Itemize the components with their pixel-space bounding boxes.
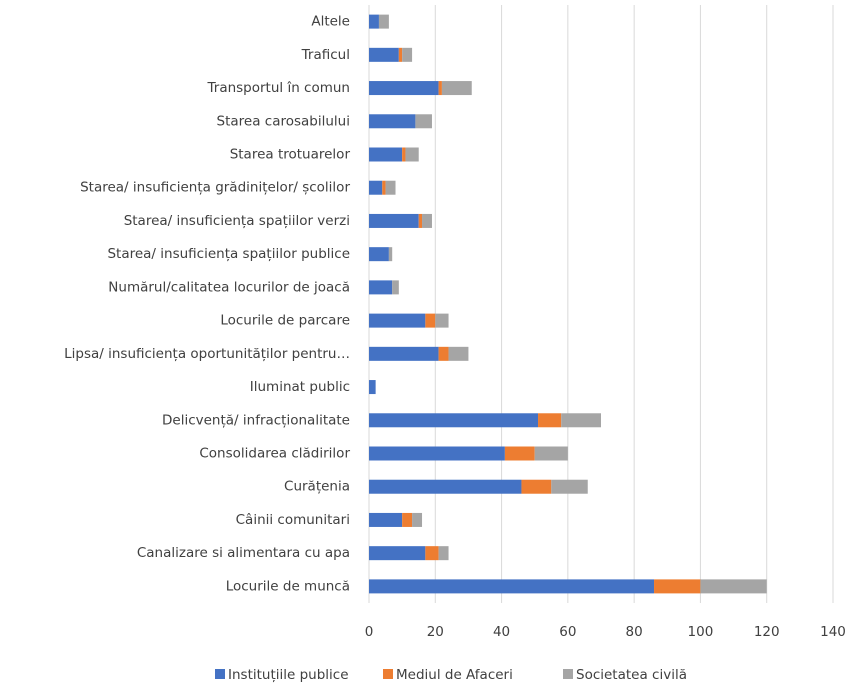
- legend-label: Mediul de Afaceri: [396, 667, 513, 683]
- bar-segment: [369, 512, 403, 527]
- y-tick-label: Starea/ insuficiența spațiilor verzi: [124, 213, 350, 229]
- y-tick-label: Locurile de parcare: [220, 313, 350, 329]
- x-tick-label: 80: [626, 624, 643, 640]
- bar-segment: [369, 114, 416, 129]
- bar-segment: [425, 313, 436, 328]
- bar-segment: [441, 81, 472, 96]
- y-tick-label: Starea/ insuficiența spațiilor publice: [107, 246, 350, 262]
- y-tick-label: Consolidarea clădirilor: [199, 446, 350, 462]
- legend-swatch: [383, 669, 393, 679]
- bar-segment: [369, 479, 522, 494]
- bar-segment: [369, 280, 393, 295]
- y-tick-label: Transportul în comun: [207, 80, 351, 96]
- bar-segment: [654, 579, 701, 594]
- legend-swatch: [215, 669, 225, 679]
- bar-segment: [422, 213, 432, 228]
- bar-segment: [402, 47, 413, 62]
- y-tick-label: Câinii comunitari: [236, 512, 350, 528]
- legend-swatch: [563, 669, 573, 679]
- bar-segment: [369, 446, 505, 461]
- y-tick-label: Curățenia: [284, 479, 350, 495]
- bar-segment: [700, 579, 767, 594]
- x-tick-label: 100: [688, 624, 714, 640]
- bar-segment: [415, 114, 432, 129]
- bar-segment: [369, 14, 379, 29]
- bar-segment: [504, 446, 535, 461]
- bar-segment: [405, 147, 419, 162]
- bar-segment: [369, 81, 439, 96]
- x-tick-label: 120: [754, 624, 780, 640]
- bar-segment: [385, 180, 396, 195]
- y-tick-label: Starea trotuarelor: [230, 147, 351, 163]
- bar-segment: [412, 512, 423, 527]
- bar-segment: [369, 579, 655, 594]
- bar-segment: [369, 313, 426, 328]
- bar-segment: [369, 47, 399, 62]
- bar-segment: [369, 413, 539, 428]
- bar-segment: [369, 213, 419, 228]
- bar-segment: [378, 14, 389, 29]
- bar-segment: [448, 346, 469, 361]
- y-tick-label: Numărul/calitatea locurilor de joacă: [108, 279, 350, 295]
- bar-segment: [369, 346, 439, 361]
- bar-segment: [369, 546, 426, 561]
- legend-label: Societatea civilă: [576, 667, 687, 683]
- y-tick-label: Starea/ insuficiența grădinițelor/ școli…: [80, 180, 350, 196]
- bar-segment: [534, 446, 568, 461]
- bar-segment: [369, 180, 383, 195]
- x-tick-label: 40: [493, 624, 510, 640]
- y-tick-label: Altele: [311, 14, 350, 30]
- bar-segment: [382, 180, 386, 195]
- x-tick-label: 20: [427, 624, 444, 640]
- bar-segment: [402, 512, 413, 527]
- y-tick-label: Iluminat public: [250, 379, 350, 395]
- bar-segment: [561, 413, 601, 428]
- bar-segment: [369, 147, 403, 162]
- y-tick-label: Canalizare si alimentara cu apa: [137, 545, 350, 561]
- bar-segment: [418, 213, 423, 228]
- bar-segment: [438, 346, 449, 361]
- bar-segment: [398, 47, 403, 62]
- bar-segment: [438, 81, 442, 96]
- bar-segment: [435, 313, 449, 328]
- bar-segment: [438, 546, 449, 561]
- x-tick-label: 60: [559, 624, 576, 640]
- legend-label: Instituțiile publice: [228, 667, 349, 683]
- y-tick-label: Starea carosabilului: [217, 113, 350, 129]
- y-tick-label: Traficul: [301, 47, 350, 63]
- y-tick-label: Delicvență/ infracționalitate: [162, 412, 350, 428]
- bar-segment: [538, 413, 562, 428]
- bar-segment: [551, 479, 588, 494]
- bar-segment: [369, 380, 376, 395]
- bar-segment: [369, 247, 389, 262]
- bar-segment: [425, 546, 439, 561]
- bar-segment: [392, 280, 399, 295]
- x-tick-label: 0: [365, 624, 374, 640]
- bar-segment: [388, 247, 393, 262]
- y-tick-label: Locurile de muncă: [226, 578, 350, 594]
- bar-segment: [521, 479, 552, 494]
- y-tick-label: Lipsa/ insuficiența oportunităților pent…: [64, 346, 350, 362]
- bar-segment: [402, 147, 406, 162]
- x-tick-label: 140: [820, 624, 846, 640]
